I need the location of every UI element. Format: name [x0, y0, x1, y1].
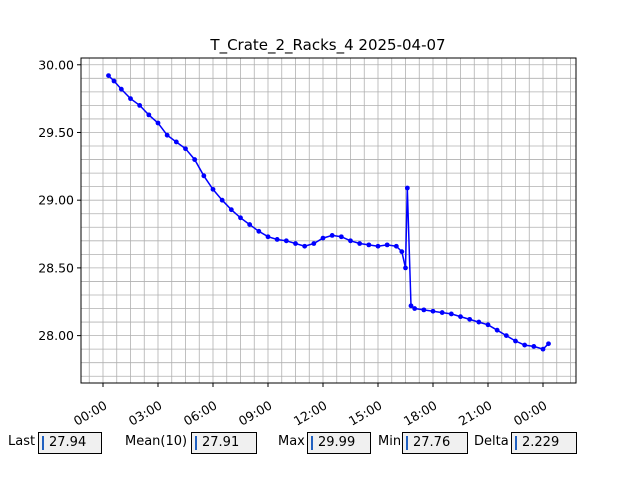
data-point — [348, 238, 353, 244]
data-point — [256, 228, 262, 234]
data-point — [366, 242, 372, 248]
stat-delta-field[interactable]: 2.229 — [511, 432, 577, 454]
plot-frame — [80, 57, 577, 384]
data-point — [546, 341, 551, 347]
data-point — [448, 311, 454, 317]
stat-last-field[interactable]: 27.94 — [38, 432, 102, 454]
data-point — [338, 234, 344, 240]
series-temperature — [106, 73, 551, 352]
data-point — [513, 338, 518, 344]
data-point — [467, 316, 473, 322]
data-point — [430, 308, 436, 314]
data-point — [247, 222, 253, 227]
stat-last-label: Last — [8, 434, 36, 449]
x-tick-label: 09:00 — [236, 398, 275, 429]
data-point — [283, 238, 289, 244]
stat-max-value: 29.99 — [318, 435, 356, 450]
data-point — [106, 73, 111, 79]
stat-mean-value: 27.91 — [202, 435, 240, 450]
data-point — [399, 249, 405, 255]
stat-min-field[interactable]: 27.76 — [402, 432, 468, 454]
data-point — [146, 112, 152, 118]
stat-mean-field[interactable]: 27.91 — [191, 432, 257, 454]
data-point — [540, 346, 546, 352]
data-point — [404, 185, 410, 191]
data-point — [439, 310, 445, 315]
data-point — [265, 234, 271, 240]
data-point — [329, 232, 335, 238]
x-tick-label: 21:00 — [456, 398, 495, 429]
data-point — [485, 322, 491, 328]
y-tick-label: 28.00 — [38, 328, 74, 343]
data-point — [219, 197, 225, 203]
data-point — [173, 139, 179, 145]
data-point — [458, 314, 463, 320]
chart-grid — [81, 58, 576, 383]
data-point — [311, 241, 317, 246]
data-point — [408, 303, 414, 309]
chart-title: T_Crate_2_Racks_4 2025-04-07 — [209, 36, 445, 55]
x-tick-label: 15:00 — [346, 398, 385, 429]
x-tick-label: 00:00 — [511, 398, 550, 429]
y-tick-label: 28.50 — [38, 260, 74, 275]
data-point — [155, 120, 161, 126]
stat-last-value: 27.94 — [49, 435, 87, 450]
stat-delta-value: 2.229 — [522, 435, 560, 450]
data-point — [393, 243, 399, 249]
stat-max-field[interactable]: 29.99 — [307, 432, 371, 454]
data-point — [421, 307, 427, 313]
data-point — [384, 242, 390, 248]
series-line — [107, 75, 550, 350]
data-point — [201, 173, 207, 179]
data-point — [164, 132, 170, 138]
data-point — [476, 319, 482, 325]
data-point — [111, 78, 117, 84]
data-point — [531, 344, 537, 349]
data-point — [137, 102, 143, 108]
data-point — [228, 207, 234, 213]
data-point — [412, 306, 418, 311]
x-tick-label: 03:00 — [126, 398, 165, 429]
x-tick-label: 18:00 — [401, 398, 440, 429]
data-point — [210, 186, 216, 192]
x-tick-label: 12:00 — [291, 398, 330, 429]
y-tick-label: 29.50 — [38, 125, 74, 140]
data-point — [293, 241, 298, 246]
data-point — [238, 215, 243, 221]
x-tick-label: 00:00 — [71, 398, 110, 429]
data-point — [302, 243, 308, 249]
y-tick-label: 29.00 — [38, 193, 74, 208]
stat-max-label: Max — [278, 434, 305, 449]
data-point — [403, 265, 408, 271]
data-point — [494, 327, 500, 333]
x-tick-label: 06:00 — [181, 398, 220, 429]
data-point — [192, 157, 198, 162]
stat-mean-label: Mean(10) — [125, 434, 188, 449]
stat-delta-label: Delta — [474, 434, 509, 449]
data-point — [128, 96, 133, 102]
data-point — [320, 235, 326, 241]
data-point — [375, 243, 381, 249]
data-point — [357, 241, 363, 246]
data-point — [522, 342, 528, 348]
data-point — [118, 86, 124, 92]
data-point — [183, 146, 188, 152]
stat-min-value: 27.76 — [413, 435, 451, 450]
stat-min-label: Min — [378, 434, 402, 449]
data-point — [274, 237, 280, 242]
y-tick-label: 30.00 — [38, 57, 74, 72]
data-point — [503, 333, 509, 339]
